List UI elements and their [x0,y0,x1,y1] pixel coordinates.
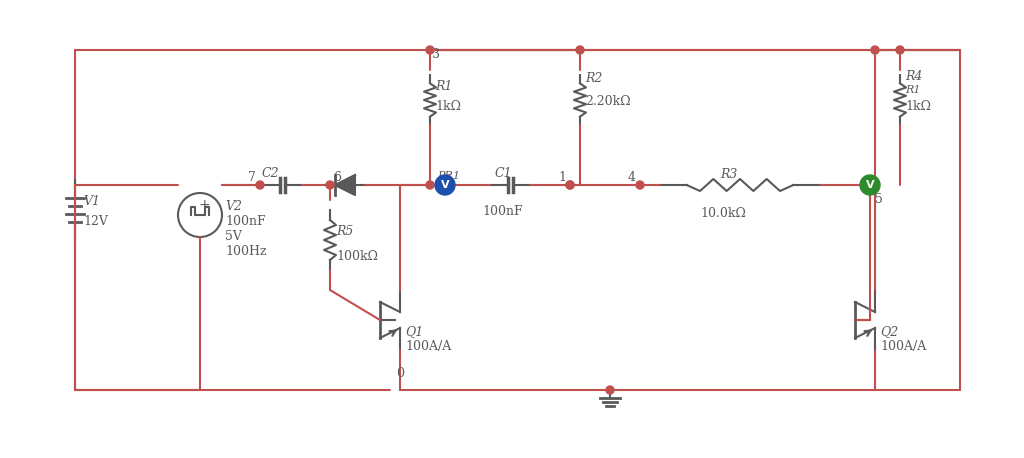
Circle shape [566,181,574,189]
Circle shape [866,181,874,189]
Text: 1kΩ: 1kΩ [435,100,461,113]
Text: 10.0kΩ: 10.0kΩ [700,207,745,220]
Text: V2: V2 [225,200,242,213]
Text: 3: 3 [432,48,440,61]
Text: 100nF: 100nF [482,205,522,218]
Circle shape [426,181,434,189]
Text: R2: R2 [585,72,602,85]
Text: 5V: 5V [225,230,242,243]
Text: 100A/A: 100A/A [406,340,452,353]
Text: R3: R3 [720,168,737,181]
Text: 100Hz: 100Hz [225,245,266,258]
Text: R1: R1 [435,80,453,93]
Text: V: V [865,180,874,190]
Text: 12V: 12V [83,215,108,228]
Text: C2: C2 [262,167,280,180]
Text: 100A/A: 100A/A [880,340,927,353]
Circle shape [326,181,334,189]
Text: 1: 1 [558,171,566,184]
Text: 4: 4 [628,171,636,184]
Text: +: + [199,198,210,212]
Text: 1kΩ: 1kΩ [905,100,931,113]
Circle shape [256,181,264,189]
Text: V1: V1 [83,195,100,208]
Text: R4: R4 [905,70,923,83]
Circle shape [426,46,434,54]
Text: Q1: Q1 [406,325,423,338]
Text: 0: 0 [396,367,404,380]
Text: R5: R5 [336,225,353,238]
Circle shape [636,181,644,189]
Text: Q2: Q2 [880,325,898,338]
Circle shape [575,46,584,54]
Text: PR1: PR1 [437,171,460,181]
Circle shape [860,175,880,195]
Text: 5: 5 [874,193,883,206]
Text: 100kΩ: 100kΩ [336,250,378,263]
Polygon shape [335,175,355,195]
Text: 100nF: 100nF [225,215,265,228]
Circle shape [606,386,614,394]
Text: R1: R1 [905,85,921,95]
Text: V: V [440,180,450,190]
Text: 2.20kΩ: 2.20kΩ [585,95,631,108]
Circle shape [896,46,904,54]
Circle shape [435,175,455,195]
Circle shape [871,46,879,54]
Text: 7: 7 [248,171,256,184]
Text: 6: 6 [333,171,341,184]
Circle shape [566,181,574,189]
Text: C1: C1 [495,167,513,180]
